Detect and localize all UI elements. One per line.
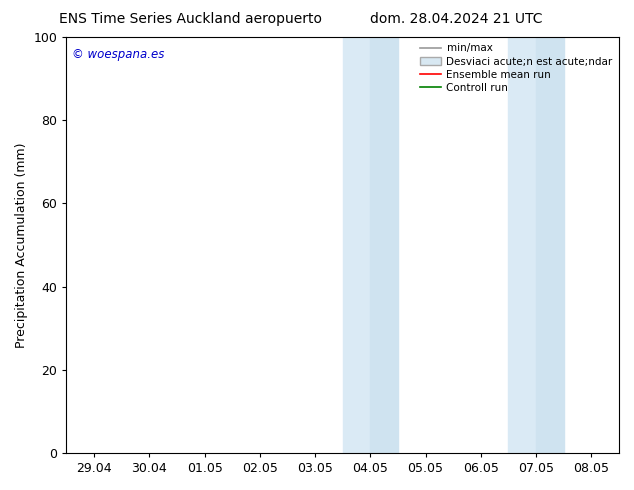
Y-axis label: Precipitation Accumulation (mm): Precipitation Accumulation (mm) (15, 142, 28, 348)
Bar (508, 37, 536, 453)
Text: ENS Time Series Auckland aeropuerto: ENS Time Series Auckland aeropuerto (59, 12, 321, 26)
Text: © woespana.es: © woespana.es (72, 48, 164, 61)
Bar (343, 37, 370, 453)
Bar (536, 37, 564, 453)
Legend: min/max, Desviaci acute;n est acute;ndar, Ensemble mean run, Controll run: min/max, Desviaci acute;n est acute;ndar… (417, 39, 617, 97)
Text: dom. 28.04.2024 21 UTC: dom. 28.04.2024 21 UTC (370, 12, 543, 26)
Bar (370, 37, 398, 453)
